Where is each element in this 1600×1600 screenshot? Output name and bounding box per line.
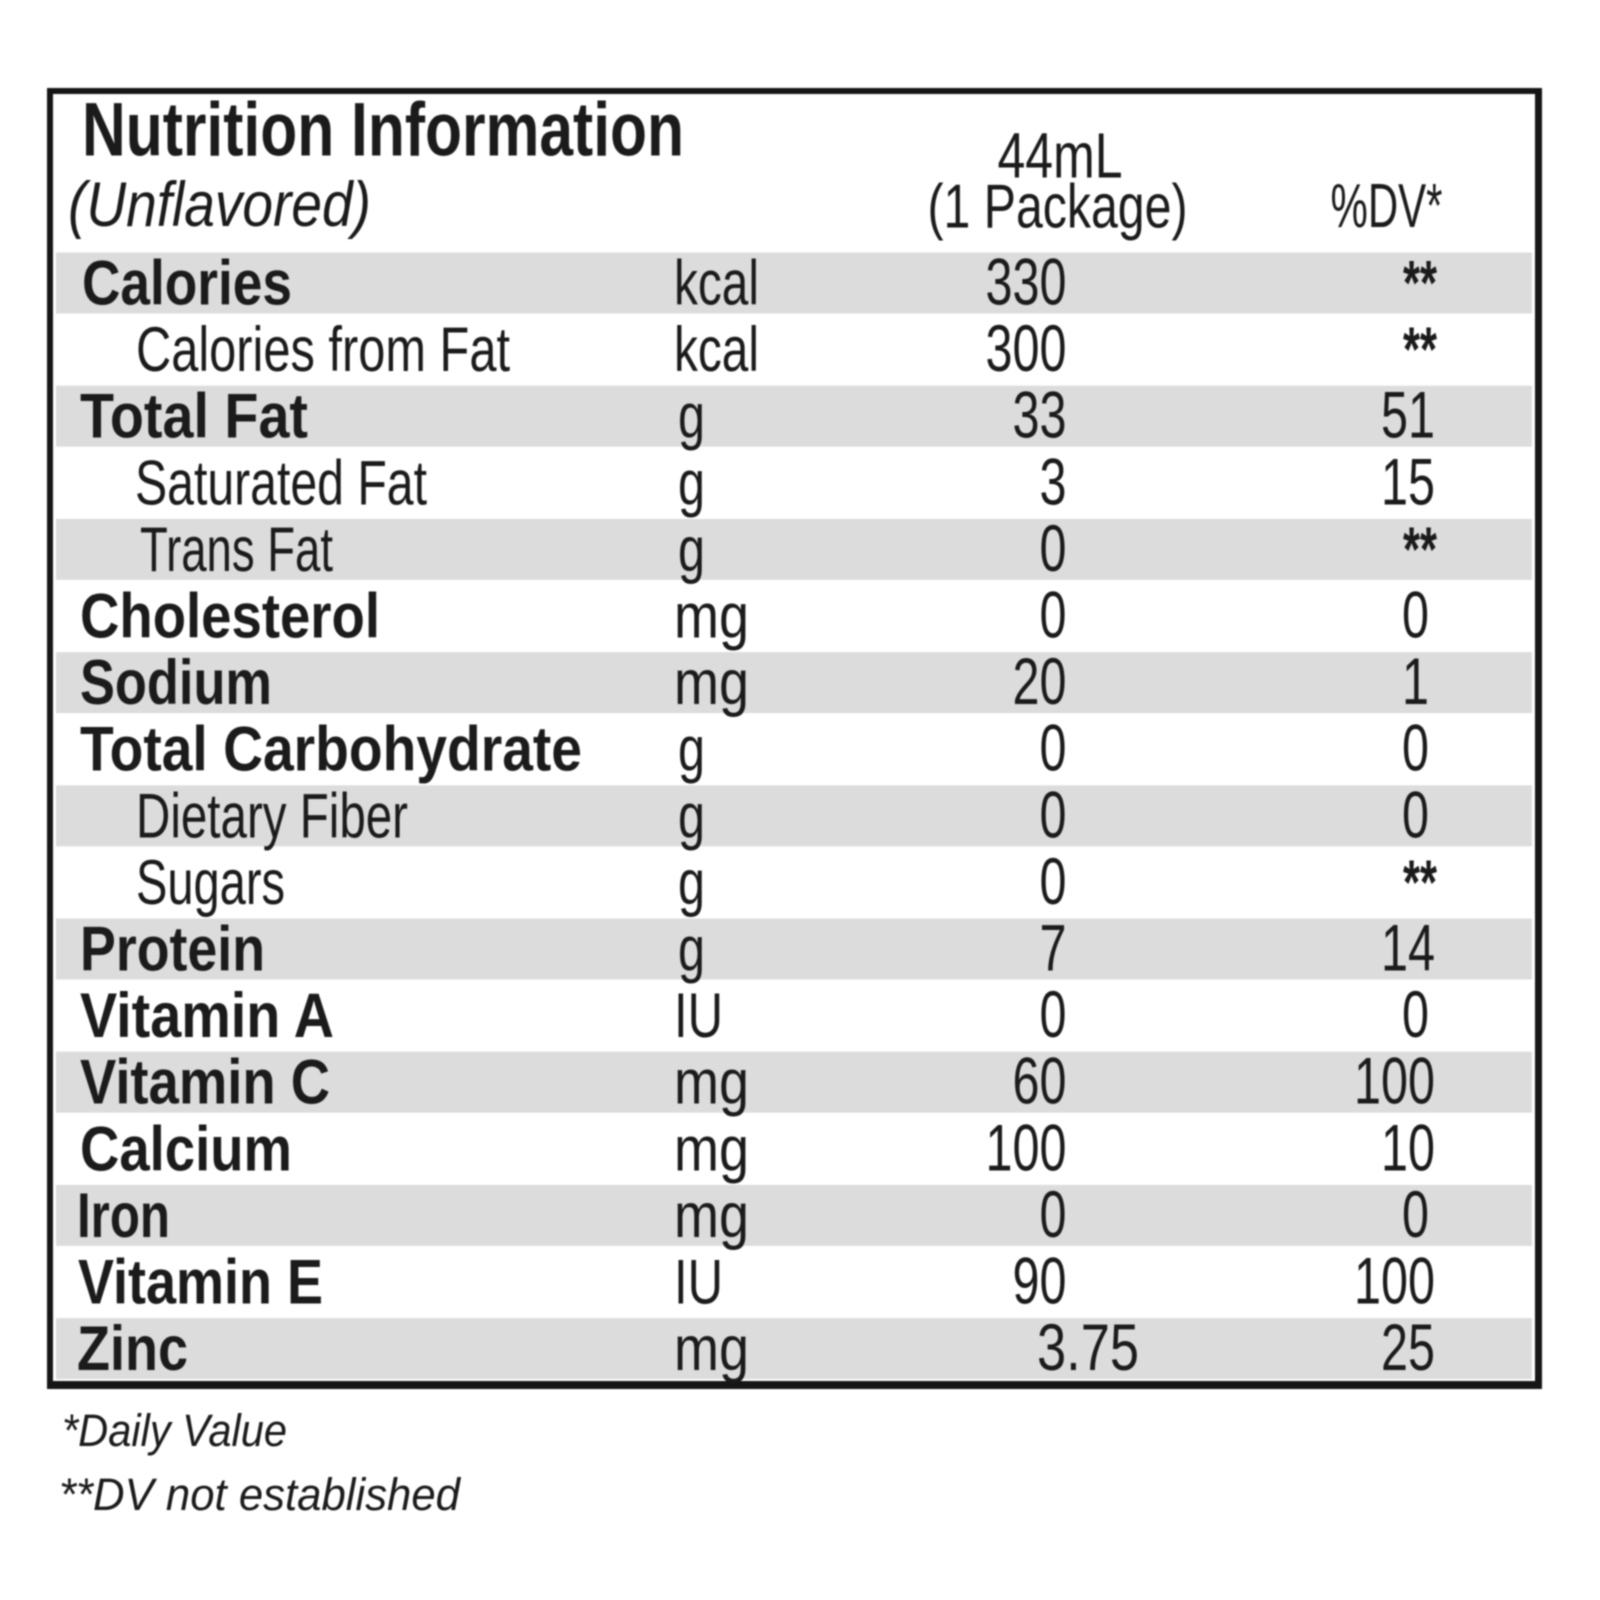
svg-text:Vitamin C: Vitamin C [80, 1048, 330, 1118]
svg-text:25: 25 [1381, 1310, 1435, 1384]
svg-text:Protein: Protein [80, 915, 265, 985]
svg-text:Total Carbohydrate: Total Carbohydrate [80, 715, 582, 785]
svg-text:**: ** [1403, 848, 1437, 918]
svg-text:g: g [678, 515, 705, 585]
svg-text:0: 0 [1040, 977, 1067, 1051]
svg-text:0: 0 [1402, 711, 1429, 785]
svg-text:*Daily Value: *Daily Value [62, 1405, 287, 1456]
svg-text:Dietary Fiber: Dietary Fiber [136, 781, 408, 851]
svg-text:g: g [678, 848, 705, 918]
svg-text:Cholesterol: Cholesterol [80, 582, 380, 652]
svg-text:Calories: Calories [82, 249, 292, 319]
svg-text:44mL: 44mL [998, 120, 1123, 192]
svg-text:90: 90 [1013, 1244, 1067, 1318]
svg-text:Zinc: Zinc [77, 1314, 188, 1384]
svg-text:g: g [678, 448, 705, 518]
svg-text:Sodium: Sodium [80, 648, 272, 718]
svg-text:Saturated Fat: Saturated Fat [135, 448, 427, 518]
svg-text:7: 7 [1040, 911, 1067, 985]
svg-text:60: 60 [1013, 1044, 1067, 1118]
svg-text:0: 0 [1402, 578, 1429, 652]
svg-text:Sugars: Sugars [136, 848, 285, 918]
svg-text:mg: mg [674, 1314, 749, 1384]
svg-text:100: 100 [1354, 1044, 1435, 1118]
svg-text:**DV not established: **DV not established [59, 1469, 462, 1520]
svg-text:Trans Fat: Trans Fat [140, 515, 333, 585]
svg-text:10: 10 [1381, 1110, 1435, 1184]
svg-text:g: g [678, 781, 705, 851]
svg-text:0: 0 [1402, 977, 1429, 1051]
svg-text:mg: mg [674, 648, 749, 718]
svg-text:Iron: Iron [77, 1181, 170, 1251]
svg-text:100: 100 [986, 1110, 1067, 1184]
svg-text:0: 0 [1040, 578, 1067, 652]
svg-text:330: 330 [986, 245, 1067, 319]
svg-text:33: 33 [1013, 378, 1067, 452]
svg-text:51: 51 [1381, 378, 1435, 452]
svg-text:Calories from Fat: Calories from Fat [136, 315, 510, 385]
svg-text:0: 0 [1040, 777, 1067, 851]
svg-text:mg: mg [674, 1181, 749, 1251]
svg-text:0: 0 [1040, 1177, 1067, 1251]
svg-text:Calcium: Calcium [80, 1114, 292, 1184]
svg-text:Vitamin E: Vitamin E [78, 1248, 323, 1318]
svg-text:1: 1 [1402, 644, 1429, 718]
svg-text:%DV*: %DV* [1331, 172, 1443, 241]
svg-text:Vitamin A: Vitamin A [80, 981, 334, 1051]
svg-text:20: 20 [1013, 644, 1067, 718]
svg-text:kcal: kcal [674, 249, 759, 319]
svg-text:**: ** [1403, 249, 1437, 319]
svg-text:kcal: kcal [674, 315, 759, 385]
svg-text:100: 100 [1354, 1244, 1435, 1318]
svg-text:**: ** [1403, 315, 1437, 385]
svg-text:Total Fat: Total Fat [80, 382, 308, 452]
svg-text:0: 0 [1402, 1177, 1429, 1251]
svg-text:15: 15 [1381, 444, 1435, 518]
svg-text:IU: IU [674, 981, 723, 1051]
svg-text:mg: mg [674, 582, 749, 652]
svg-text:mg: mg [674, 1048, 749, 1118]
svg-text:g: g [678, 915, 705, 985]
svg-text:0: 0 [1040, 844, 1067, 918]
svg-text:0: 0 [1040, 711, 1067, 785]
svg-text:Nutrition Information: Nutrition Information [82, 88, 684, 173]
svg-text:g: g [678, 715, 705, 785]
svg-text:(1 Package): (1 Package) [928, 173, 1188, 242]
svg-text:mg: mg [674, 1114, 749, 1184]
svg-text:3.75: 3.75 [1037, 1310, 1139, 1384]
svg-text:3: 3 [1040, 444, 1067, 518]
svg-text:IU: IU [674, 1248, 723, 1318]
svg-text:0: 0 [1402, 777, 1429, 851]
svg-text:**: ** [1403, 515, 1437, 585]
svg-text:(Unflavored): (Unflavored) [68, 170, 371, 240]
svg-text:14: 14 [1381, 911, 1435, 985]
svg-text:g: g [678, 382, 705, 452]
svg-text:0: 0 [1040, 511, 1067, 585]
svg-text:300: 300 [986, 311, 1067, 385]
